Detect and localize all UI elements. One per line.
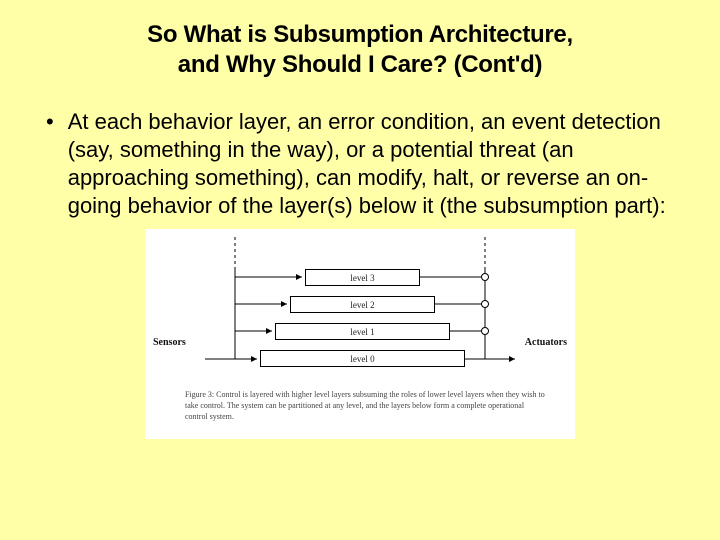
subsumption-diagram: level 3 level 2 level 1 level 0 Sensors … — [145, 229, 575, 439]
figure-caption: Figure 3: Control is layered with higher… — [185, 390, 545, 422]
title-line-2: and Why Should I Care? (Cont'd) — [178, 51, 542, 78]
title-line-1: So What is Subsumption Architecture, — [147, 21, 573, 48]
slide-title: So What is Subsumption Architecture, and… — [0, 0, 720, 80]
sensors-label: Sensors — [153, 337, 186, 348]
level-box-1: level 1 — [275, 323, 450, 340]
bullet-item: • At each behavior layer, an error condi… — [46, 108, 674, 221]
bullet-marker: • — [46, 108, 54, 137]
slide-body: • At each behavior layer, an error condi… — [0, 80, 720, 439]
level-box-2: level 2 — [290, 296, 435, 313]
level-box-3: level 3 — [305, 269, 420, 286]
bullet-text: At each behavior layer, an error conditi… — [68, 108, 674, 221]
level-box-0: level 0 — [260, 350, 465, 367]
actuators-label: Actuators — [525, 337, 567, 348]
